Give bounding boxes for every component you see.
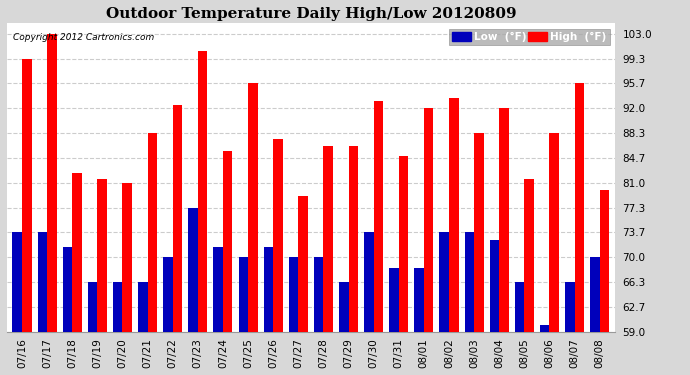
Bar <box>47 34 57 332</box>
Bar <box>123 183 132 332</box>
Bar <box>188 208 198 332</box>
Bar <box>414 267 424 332</box>
Bar <box>213 247 223 332</box>
Text: Copyright 2012 Cartronics.com: Copyright 2012 Cartronics.com <box>13 33 155 42</box>
Bar <box>339 282 348 332</box>
Bar <box>565 282 575 332</box>
Bar <box>264 247 273 332</box>
Bar <box>63 247 72 332</box>
Bar <box>12 232 22 332</box>
Bar <box>163 257 172 332</box>
Bar <box>464 232 474 332</box>
Bar <box>399 156 408 332</box>
Bar <box>524 179 534 332</box>
Bar <box>239 257 248 332</box>
Bar <box>389 267 399 332</box>
Bar <box>499 108 509 332</box>
Bar <box>575 83 584 332</box>
Bar <box>288 257 298 332</box>
Bar <box>549 134 559 332</box>
Bar <box>88 282 97 332</box>
Bar <box>364 232 373 332</box>
Bar <box>298 196 308 332</box>
Bar <box>449 98 459 332</box>
Bar <box>600 190 609 332</box>
Bar <box>490 240 499 332</box>
Bar <box>515 282 524 332</box>
Bar <box>440 232 449 332</box>
Bar <box>198 51 208 332</box>
Bar <box>373 102 383 332</box>
Bar <box>148 134 157 332</box>
Bar <box>424 108 433 332</box>
Bar <box>324 146 333 332</box>
Bar <box>138 282 148 332</box>
Bar <box>223 151 233 332</box>
Title: Outdoor Temperature Daily High/Low 20120809: Outdoor Temperature Daily High/Low 20120… <box>106 7 516 21</box>
Bar <box>113 282 123 332</box>
Bar <box>248 83 257 332</box>
Bar <box>474 134 484 332</box>
Bar <box>540 325 549 332</box>
Bar <box>37 232 47 332</box>
Bar <box>348 146 358 332</box>
Legend: Low  (°F), High  (°F): Low (°F), High (°F) <box>448 29 609 45</box>
Bar <box>314 257 324 332</box>
Bar <box>590 257 600 332</box>
Bar <box>273 139 283 332</box>
Bar <box>72 172 82 332</box>
Bar <box>172 105 182 332</box>
Bar <box>22 59 32 332</box>
Bar <box>97 179 107 332</box>
